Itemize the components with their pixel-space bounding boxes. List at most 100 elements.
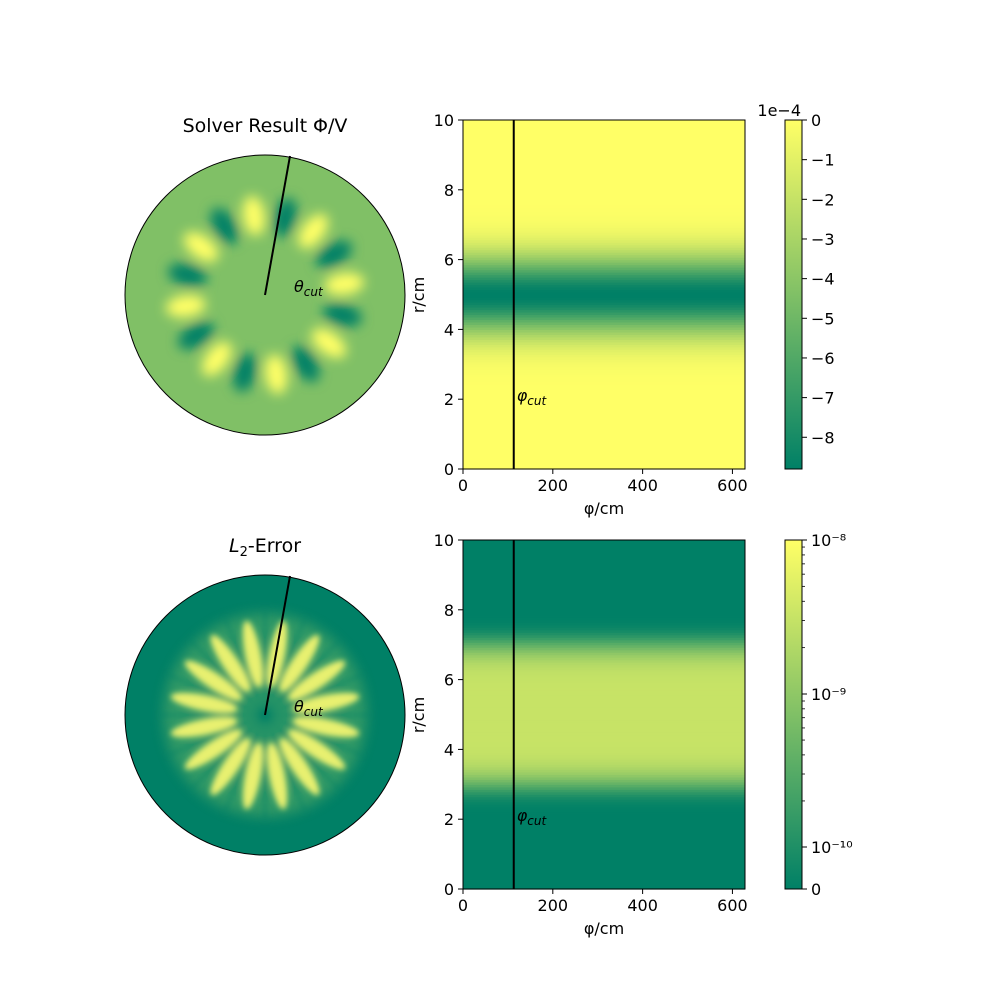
heatmap-cell [463, 657, 745, 661]
y-tick-label: 8 [444, 601, 454, 620]
polar-boundary [124, 574, 406, 856]
heatmap-cell [463, 356, 745, 360]
phi-cut-subscript: cut [527, 394, 547, 408]
heatmap-cell [463, 451, 745, 455]
heatmap-cell [463, 672, 745, 676]
heatmap-cell [463, 124, 745, 129]
heatmap-cell [463, 769, 745, 773]
heatmap-cell [463, 137, 745, 141]
heatmap-cell [463, 331, 745, 335]
heatmap-cell [463, 267, 745, 271]
heatmap-cell [463, 617, 745, 621]
heatmap-cell [463, 809, 745, 813]
y-tick-label: 10 [434, 531, 454, 550]
heatmap-cell [463, 247, 745, 251]
heatmap-cell [463, 399, 745, 403]
heatmap-cell [463, 627, 745, 631]
heatmap-cell [463, 669, 745, 673]
y-axis-label: r/cm [409, 697, 428, 733]
colorbar-tick-label: −6 [811, 349, 835, 368]
heatmap-cell [463, 334, 745, 338]
heatmap-cell [463, 319, 745, 323]
polar-lobe [266, 742, 288, 810]
heatmap-cell [463, 349, 745, 353]
heatmap-cell [463, 344, 745, 348]
y-tick-label: 10 [434, 111, 454, 130]
heatmap-cell [463, 884, 745, 888]
heatmap-cell [463, 229, 745, 233]
polar-lobe [210, 634, 251, 693]
heatmap-cell [463, 637, 745, 641]
heatmap-cell [463, 381, 745, 385]
heatmap-cell [463, 849, 745, 853]
heatmap-cell [463, 416, 745, 420]
heatmap-cell [463, 219, 745, 223]
polar-panel-error: L2-Error θcut [124, 535, 406, 856]
colorbar-tick-label: −7 [811, 389, 835, 408]
x-tick-label: 600 [717, 896, 748, 915]
heatmap-cell [463, 379, 745, 383]
polar-lobes [160, 610, 370, 820]
heatmap-cell [463, 466, 745, 470]
polar-lobe [324, 272, 365, 296]
heatmap-cell [463, 587, 745, 591]
heatmap-cell [463, 306, 745, 311]
cartesian-heatmap [463, 120, 745, 470]
heatmap-cell [463, 687, 745, 691]
heatmap-cell [463, 704, 745, 708]
heatmap-cell [463, 234, 745, 238]
heatmap-cell [463, 209, 745, 213]
polar-spoke [264, 640, 340, 716]
heatmap-cell [463, 679, 745, 683]
heatmap-cell [463, 886, 745, 890]
heatmap-cell [463, 341, 745, 345]
colorbar-tick-label: −2 [811, 190, 835, 209]
heatmap-cell [463, 664, 745, 668]
heatmap-cell [463, 816, 745, 820]
heatmap-cell [463, 324, 745, 328]
heatmap-cell [463, 237, 745, 241]
heatmap-cell [463, 414, 745, 418]
polar-spoke [223, 714, 266, 813]
colorbar-frame [784, 539, 803, 890]
colorbar [785, 540, 802, 889]
heatmap-cell [463, 811, 745, 815]
polar-lobe [298, 213, 329, 249]
heatmap-cell [463, 264, 745, 268]
heatmap-cell [463, 339, 745, 343]
y-axis-ticks: 0 2 4 6 8 10 [434, 531, 463, 899]
heatmap-cell [463, 164, 745, 168]
heatmap-cell [463, 187, 745, 191]
heatmap-cell [463, 122, 745, 126]
colorbar-tick-label: −4 [811, 270, 835, 289]
polar-lobe [242, 620, 264, 688]
polar-boundary [124, 154, 406, 436]
heatmap-cell [463, 746, 745, 750]
colorbar-tick-label: 0 [811, 880, 821, 899]
heatmap-cell [463, 726, 745, 731]
polar-lobe [165, 294, 206, 318]
heatmap-cell [463, 834, 745, 838]
heatmap-cell [463, 724, 745, 728]
heatmap-cell [463, 804, 745, 808]
colorbar-tick-label: 0 [811, 111, 821, 130]
heatmap-cell [463, 192, 745, 196]
heatmap-cell [463, 612, 745, 616]
heatmap-cell [463, 644, 745, 648]
heatmap-cell [463, 272, 745, 276]
heatmap-cell [463, 786, 745, 790]
heatmap-cell [463, 354, 745, 358]
heatmap-cell [463, 549, 745, 554]
heatmap-cell [463, 754, 745, 758]
heatmap-cell [463, 756, 745, 760]
heatmap-cell [463, 879, 745, 883]
heatmap-cell [463, 359, 745, 363]
heatmap-cell [463, 374, 745, 378]
heatmap-cell [463, 771, 745, 775]
heatmap-cell [463, 227, 745, 231]
heatmap-cell [463, 214, 745, 218]
panel-title: L2-Error [229, 535, 301, 560]
heatmap-cell [463, 386, 745, 390]
heatmap-cell [463, 232, 745, 236]
x-tick-label: 400 [627, 896, 658, 915]
